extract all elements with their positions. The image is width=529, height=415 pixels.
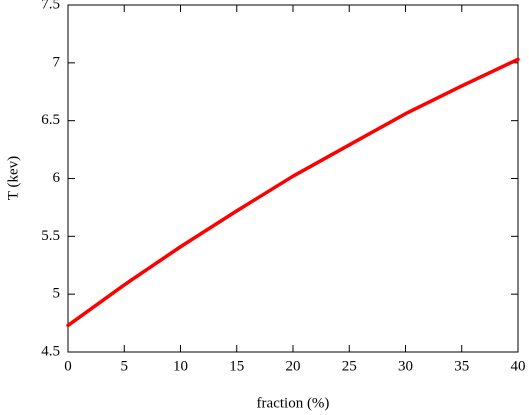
x-tick-label: 30	[398, 358, 413, 374]
x-axis-label: fraction (%)	[257, 395, 330, 411]
x-tick-label: 35	[454, 358, 469, 374]
y-tick-label: 7	[53, 54, 61, 70]
y-tick-label: 5.5	[41, 228, 60, 244]
plot-frame	[67, 4, 519, 353]
x-tick-label: 20	[286, 358, 301, 374]
y-tick-label: 5	[53, 286, 61, 302]
x-tick-label: 5	[121, 358, 129, 374]
x-tick-label: 10	[173, 358, 188, 374]
y-tick-label: 6	[53, 170, 61, 186]
x-tick-label: 25	[342, 358, 357, 374]
y-tick-label: 6.5	[41, 112, 60, 128]
x-tick-label: 0	[64, 358, 72, 374]
y-tick-label: 4.5	[41, 343, 60, 359]
data-line	[66, 57, 520, 328]
x-tick-label: 40	[511, 358, 526, 374]
y-tick-label: 7.5	[41, 0, 60, 12]
x-tick-label: 15	[229, 358, 244, 374]
y-axis-label: T (kev)	[5, 156, 21, 200]
